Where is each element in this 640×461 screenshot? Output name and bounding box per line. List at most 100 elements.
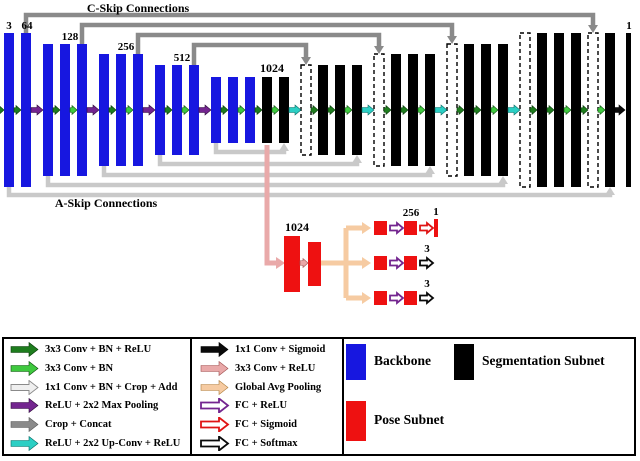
legend-item: ReLU + 2x2 Max Pooling (10, 397, 188, 414)
op-arrow-fcx (419, 291, 435, 305)
a-skip-connection (45, 176, 506, 188)
c-skip-arrowhead (588, 25, 598, 33)
op-arrow-up (288, 104, 302, 116)
op-arrow-up (434, 104, 448, 116)
op-arrow-g2 (490, 104, 499, 116)
op-arrow-g1 (310, 104, 319, 116)
backbone-bar (172, 65, 182, 155)
legend-item: 1x1 Conv + BN + Crop + Add (10, 379, 188, 396)
legend-item: FC + ReLU (200, 397, 342, 414)
pose-bar (404, 291, 417, 305)
op-arrow-g2 (237, 104, 246, 116)
conv-relu-connector (264, 145, 276, 266)
legend-item: FC + Sigmoid (200, 416, 342, 433)
legend-item-label: 3x3 Conv + ReLU (235, 362, 316, 374)
op-arrow-g1 (164, 104, 173, 116)
legend-item-label: FC + Softmax (235, 438, 298, 450)
a-skip-connection (213, 143, 287, 155)
op-arrow-fcr (389, 256, 405, 270)
pose-bar (404, 221, 417, 235)
op-arrow-fcs (419, 221, 435, 235)
op-arrow-g1 (456, 104, 465, 116)
op-arrow-g2 (125, 104, 134, 116)
op-arrow-up (507, 104, 521, 116)
op-arrow-fcr (389, 221, 405, 235)
conv-relu-arrowhead (276, 257, 285, 269)
legend-item-label: FC + ReLU (235, 400, 288, 412)
legend-arrow-icon-pink (200, 360, 229, 376)
legend-arrow-icon-fcr (200, 398, 230, 414)
op-arrow-mp (86, 104, 100, 116)
global-avg-pool-connector (321, 225, 362, 301)
segmentation-bar (335, 65, 345, 155)
diagram-label: 128 (62, 31, 79, 43)
backbone-bar (77, 44, 87, 176)
op-arrow-up (361, 104, 375, 116)
op-arrow-g1 (473, 104, 482, 116)
segmentation-bar (626, 33, 631, 187)
legend-arrow-icon-add (10, 379, 39, 395)
pose-bar (374, 256, 387, 270)
op-arrow-g2 (271, 104, 280, 116)
legend-item-label: Crop + Concat (45, 419, 112, 431)
pose-bar (374, 221, 387, 235)
a-skip-connection (157, 155, 360, 167)
legend-arrow-icon-g2 (10, 360, 39, 376)
c-skip-connection (79, 22, 455, 44)
legend-arrow-icon-cskip (10, 417, 39, 433)
a-skip-arrowhead (279, 143, 289, 151)
c-skip-arrowhead (301, 57, 311, 65)
legend-arrow-icon-mp (10, 398, 39, 414)
diagram-label: 1024 (260, 61, 284, 75)
op-arrow-mp (198, 104, 212, 116)
pose-bar (284, 236, 300, 292)
op-arrow-g1 (52, 104, 61, 116)
op-arrow-g1 (529, 104, 538, 116)
op-arrow-g2 (69, 104, 78, 116)
legend-arrow-icon-sig (200, 341, 229, 357)
segmentation-bar (481, 44, 491, 176)
backbone-bar (116, 54, 126, 166)
segmentation-bar (554, 33, 564, 187)
c-skip-arrowhead (374, 46, 384, 54)
legend-arrow-icon-peach (200, 379, 229, 395)
op-arrow-g1 (254, 104, 263, 116)
segmentation-bar (425, 54, 435, 166)
segmentation-bar (318, 65, 328, 155)
op-arrow-g2 (563, 104, 572, 116)
concat-feature-bar (373, 53, 385, 167)
backbone-bar (21, 33, 31, 187)
diagram-label: 3 (424, 243, 430, 255)
legend-item: 3x3 Conv + BN + ReLU (10, 341, 188, 358)
backbone-bar (245, 77, 255, 143)
legend-item-label: FC + Sigmoid (235, 419, 297, 431)
diagram-label: A-Skip Connections (55, 196, 158, 210)
segmentation-bar (464, 44, 474, 176)
diagram-label: 256 (118, 41, 135, 53)
backbone-bar (155, 65, 165, 155)
pose-bar (404, 256, 417, 270)
a-skip-connection (6, 187, 613, 198)
concat-feature-bar (587, 32, 599, 188)
pose-bar (374, 291, 387, 305)
a-skip-arrowhead (352, 155, 362, 163)
segmentation-bar (498, 44, 508, 176)
op-arrow-fcx (419, 256, 435, 270)
diagram-label: 256 (403, 207, 420, 219)
segmentation-bar (571, 33, 581, 187)
legend-item: Global Avg Pooling (200, 379, 342, 396)
legend-arrow-icon-fcs (200, 417, 230, 433)
diagram-label: C-Skip Connections (87, 1, 190, 15)
global-avg-pool-arrowhead (362, 222, 371, 234)
a-skip-arrowhead (425, 166, 435, 174)
op-arrow-fcr (389, 291, 405, 305)
legend-divider (342, 339, 344, 454)
c-skip-connection (191, 42, 309, 65)
legend-label-segmentation: Segmentation Subnet (482, 353, 605, 368)
architecture-diagram: 3 64 128 256 512 1024 1 C-Skip Connections A-Ski… (0, 1, 632, 305)
segmentation-bar (605, 33, 615, 187)
legend-arrow-icon-g1 (10, 341, 39, 357)
op-arrow-g2 (181, 104, 190, 116)
op-arrow-g2 (344, 104, 353, 116)
